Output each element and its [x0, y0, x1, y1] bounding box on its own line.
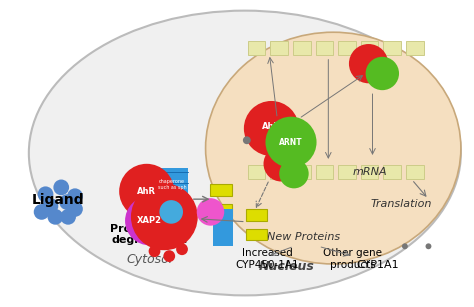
Circle shape — [402, 243, 408, 249]
Circle shape — [164, 250, 175, 262]
Text: Nucleus: Nucleus — [259, 260, 315, 273]
Bar — [338, 41, 356, 55]
Text: Increased
CYP450-1A1: Increased CYP450-1A1 — [236, 248, 299, 270]
Bar — [316, 41, 333, 55]
Text: mRNA: mRNA — [353, 167, 387, 177]
Bar — [210, 204, 232, 216]
Circle shape — [244, 137, 250, 143]
Text: Other gene
products: Other gene products — [323, 248, 383, 270]
Circle shape — [426, 243, 431, 249]
Circle shape — [43, 198, 58, 214]
Circle shape — [149, 245, 160, 257]
Bar — [406, 165, 424, 179]
Circle shape — [59, 194, 75, 210]
Circle shape — [60, 209, 76, 225]
Circle shape — [279, 159, 309, 188]
Bar — [293, 165, 310, 179]
Text: chaperone
such as sph: chaperone such as sph — [158, 179, 186, 190]
Text: AhR: AhR — [137, 187, 156, 196]
Text: CYP1A1: CYP1A1 — [356, 260, 399, 270]
Circle shape — [264, 146, 299, 181]
Text: Ligand: Ligand — [32, 193, 84, 207]
Bar — [406, 41, 424, 55]
Bar — [270, 41, 288, 55]
Bar — [156, 168, 188, 235]
Circle shape — [159, 200, 183, 224]
Text: New Proteins: New Proteins — [267, 232, 340, 243]
Bar — [361, 165, 378, 179]
Text: ARNT: ARNT — [279, 138, 303, 147]
Bar — [246, 229, 267, 240]
Bar — [338, 165, 356, 179]
Text: Translation: Translation — [370, 199, 431, 209]
Circle shape — [119, 164, 174, 219]
Circle shape — [349, 44, 388, 83]
Bar — [361, 41, 378, 55]
Circle shape — [47, 209, 63, 225]
Circle shape — [37, 186, 54, 202]
Circle shape — [34, 204, 49, 220]
Circle shape — [176, 243, 188, 255]
Bar — [316, 165, 333, 179]
Text: AhR: AhR — [262, 122, 281, 131]
Circle shape — [244, 101, 299, 156]
Bar — [248, 41, 265, 55]
Text: XAP2: XAP2 — [137, 216, 162, 225]
Ellipse shape — [206, 32, 461, 264]
Circle shape — [265, 117, 317, 168]
Text: Cytosol: Cytosol — [127, 253, 173, 266]
Bar — [383, 165, 401, 179]
Ellipse shape — [29, 11, 461, 295]
Bar — [270, 165, 288, 179]
Text: Proteosomal
degradation: Proteosomal degradation — [110, 224, 189, 245]
Circle shape — [67, 188, 83, 204]
Bar — [383, 41, 401, 55]
Circle shape — [67, 201, 83, 217]
Bar — [210, 185, 232, 196]
Bar — [248, 165, 265, 179]
Circle shape — [125, 196, 174, 245]
Bar — [246, 209, 267, 221]
Circle shape — [365, 57, 399, 90]
Bar — [213, 209, 233, 246]
Circle shape — [197, 198, 224, 226]
Circle shape — [131, 184, 198, 250]
Circle shape — [54, 180, 69, 195]
Bar — [293, 41, 310, 55]
Circle shape — [243, 136, 251, 144]
